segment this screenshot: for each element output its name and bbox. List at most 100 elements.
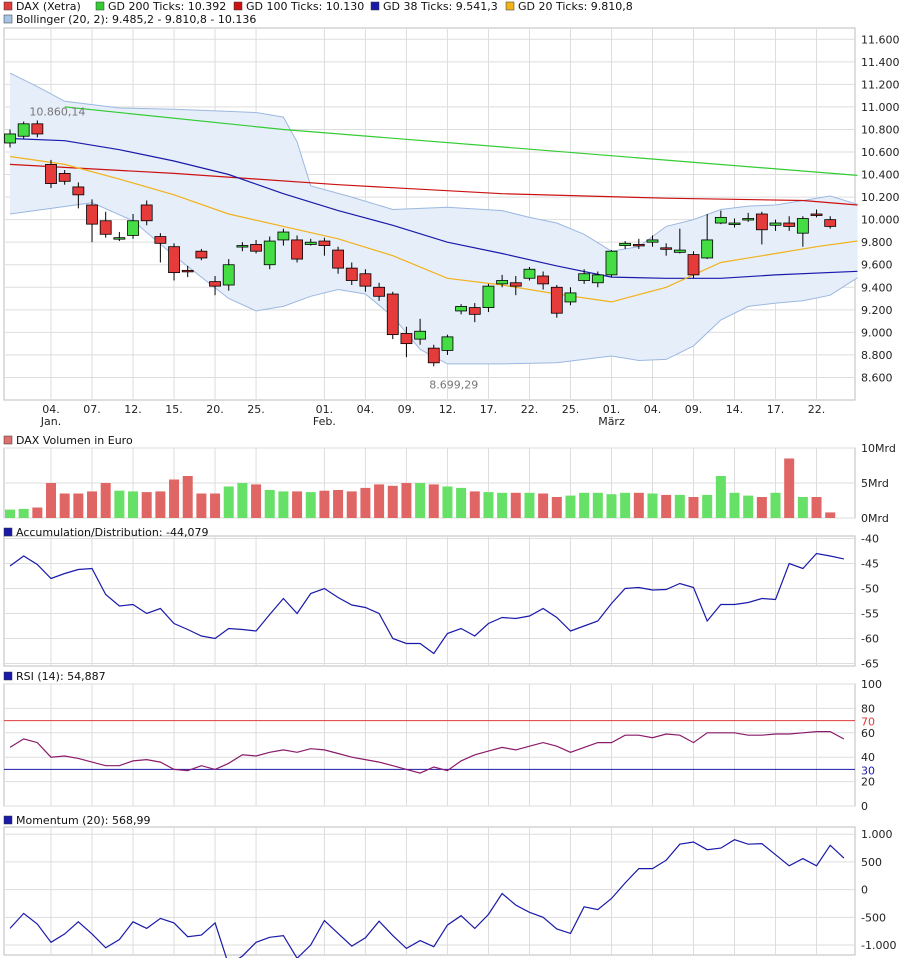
x-tick-label: 17. [480,403,498,416]
y-tick-label: 60 [861,727,875,740]
volume-bar [18,508,29,518]
legend-swatch [3,1,13,11]
x-tick-label: 09. [398,403,416,416]
y-tick-label: 11.000 [861,101,900,114]
legend-label: RSI (14): 54,887 [16,670,106,683]
volume-bar [333,490,344,518]
plot-area [3,535,856,667]
y-tick-label: -55 [861,608,879,621]
candle-body [45,163,57,184]
legend-swatch [3,435,13,445]
candle-body [482,285,495,308]
y-tick-label: -40 [861,533,879,546]
y-tick-label: 10.800 [861,123,900,136]
volume-bar [401,483,412,518]
candle-body [386,293,399,336]
candle-body [578,273,591,281]
accumulation-distribution-panel: -65 -60 -55 -50 -45 -40 Accumulation/Distribut… [3,526,879,671]
bollinger-band-area [10,73,858,364]
candle-body [332,249,344,269]
candle-body [714,216,727,224]
volume-bar [428,484,439,518]
volume-bar [100,483,111,518]
volume-bar [825,512,836,518]
candle-body [400,333,413,345]
gd20-line [9,155,858,303]
candle-body [605,250,618,276]
x-tick-label: 22. [521,403,539,416]
candle-body [468,307,481,315]
legend-swatch [3,671,13,681]
y-tick-label: 10.400 [861,169,900,182]
volume-bar [46,483,57,518]
volume-bar [319,490,330,518]
y-tick-label: 8.600 [861,371,893,384]
volume-bar [784,458,795,518]
candle-body [509,282,522,287]
legend-label: GD 100 Ticks: 10.130 [246,0,364,13]
x-tick-label: 04. [357,403,375,416]
price-annotation: 8.699,29 [429,378,478,391]
volume-bar [59,493,70,518]
volume-bar [756,497,767,518]
y-tick-label: 9.800 [861,236,893,249]
volume-bar [264,490,275,518]
volume-bar [292,491,303,518]
x-tick-month-label: Jan. [40,415,61,428]
x-tick-label: 17. [767,403,785,416]
y-tick-label: 10Mrd [861,442,896,455]
candle-body [222,264,235,286]
price-annotation: 10.860,14 [29,105,85,118]
y-tick-label: 9.600 [861,259,893,272]
y-tick-label: 500 [861,856,882,869]
y-tick-label: 10.000 [861,214,900,227]
candle-body [632,244,645,247]
y-tick-label: -60 [861,633,879,646]
y-tick-label: 20 [861,776,875,789]
legend-swatch [95,1,105,11]
y-tick-label: 0Mrd [861,512,889,525]
candle-body [195,250,208,259]
volume-bar [237,483,248,518]
volume-bar [647,493,658,518]
candle-body [127,220,139,236]
volume-bar [469,491,480,518]
volume-bar [715,476,726,518]
accumulation-distribution-line [9,552,845,655]
candle-body [113,237,126,240]
y-tick-label: 40 [861,751,875,764]
y-tick-label: 9.000 [861,326,893,339]
volume-bar [374,484,385,518]
x-tick-label: 07. [83,403,101,416]
candle-body [564,292,577,303]
x-tick-label: 12. [124,403,142,416]
candle-body [154,236,167,244]
legend-label: DAX (Xetra) [16,0,81,13]
legend-swatch [233,1,243,11]
legend-label: GD 20 Ticks: 9.810,8 [518,0,633,13]
volume-bar [674,494,685,518]
y-tick-label: -1.000 [861,939,896,952]
candle-body [181,269,194,273]
legend-label: Accumulation/Distribution: -44,079 [16,526,209,539]
legend-swatch [3,527,13,537]
candle-body [31,123,44,135]
candle-body [755,213,768,231]
volume-bar [223,486,234,518]
volume-bar [456,487,467,518]
candle-body [742,218,755,221]
y-tick-label: 10.200 [861,191,900,204]
legend-swatch [370,1,380,11]
y-tick-label: 5Mrd [861,477,889,490]
candle-body [537,275,550,285]
x-tick-label: 01. [316,403,334,416]
legend-label: Momentum (20): 568,99 [16,814,150,827]
candle-body [441,336,454,351]
candle-body [769,222,782,226]
candle-body [550,286,563,314]
x-tick-label: 04. [42,403,60,416]
candle-body [427,347,440,364]
candle-body [58,173,71,182]
volume-bar [483,492,494,518]
volume-bar [797,497,808,518]
